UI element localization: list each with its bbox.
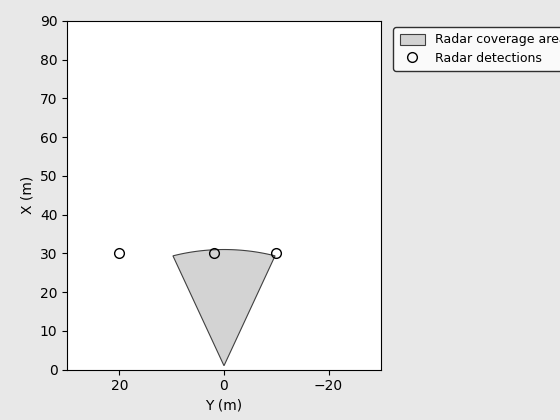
Polygon shape xyxy=(173,249,275,366)
Legend: Radar coverage area, Radar detections: Radar coverage area, Radar detections xyxy=(393,27,560,71)
Radar detections xyxy=(273,251,279,256)
Y-axis label: X (m): X (m) xyxy=(20,176,34,215)
Radar detections xyxy=(116,251,123,256)
Line: Radar detections: Radar detections xyxy=(115,249,281,258)
X-axis label: Y (m): Y (m) xyxy=(206,399,242,413)
Radar detections xyxy=(210,251,217,256)
